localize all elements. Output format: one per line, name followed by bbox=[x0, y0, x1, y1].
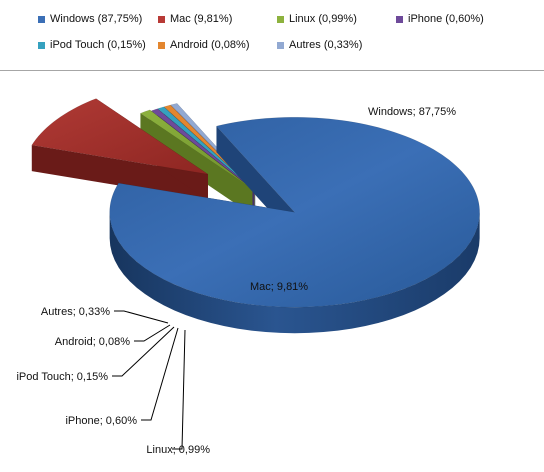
data-label-windows: Windows; 87,75% bbox=[368, 106, 456, 118]
legend-label: Autres (0,33%) bbox=[289, 39, 363, 51]
data-label-autres: Autres; 0,33% bbox=[41, 306, 110, 318]
legend-item-iphone: iPhone (0,60%) bbox=[396, 13, 484, 25]
pie-slice-top bbox=[139, 109, 253, 190]
legend-swatch-windows bbox=[38, 15, 45, 23]
legend-item-autres: Autres (0,33%) bbox=[277, 39, 362, 51]
chart-legend: Windows (87,75%) Mac (9,81%) Linux (0,99… bbox=[0, 0, 544, 70]
legend-swatch-android bbox=[158, 41, 165, 49]
legend-divider bbox=[0, 70, 544, 71]
leader-line-autres bbox=[114, 310, 169, 324]
legend-item-linux: Linux (0,99%) bbox=[277, 13, 357, 25]
data-label-mac: Mac; 9,81% bbox=[250, 281, 308, 293]
pie-slice-top bbox=[157, 106, 255, 190]
pie-slice-windows bbox=[109, 116, 480, 334]
leader-line-android bbox=[134, 324, 171, 342]
legend-swatch-iphone bbox=[396, 15, 403, 23]
leader-line-ipod-touch bbox=[112, 326, 175, 377]
data-label-android: Android; 0,08% bbox=[55, 336, 130, 348]
pie-slice-top bbox=[150, 108, 255, 190]
pie-slice-top bbox=[109, 116, 480, 308]
pie-slice-top bbox=[31, 98, 209, 175]
pie-slice-linux bbox=[139, 109, 253, 215]
legend-label: iPhone (0,60%) bbox=[408, 13, 484, 25]
legend-swatch-mac bbox=[158, 15, 165, 23]
pie-slice-wall bbox=[31, 145, 208, 201]
pie-slice-mac bbox=[31, 98, 209, 201]
legend-item-windows: Windows (87,75%) bbox=[38, 13, 142, 25]
data-label-iphone: iPhone; 0,60% bbox=[65, 415, 137, 427]
legend-swatch-linux bbox=[277, 15, 284, 23]
legend-item-ipod-touch: iPod Touch (0,15%) bbox=[38, 39, 146, 51]
leader-line-linux bbox=[172, 329, 186, 450]
legend-label: Windows (87,75%) bbox=[50, 13, 143, 25]
legend-label: Linux (0,99%) bbox=[289, 13, 357, 25]
legend-item-android: Android (0,08%) bbox=[158, 39, 250, 51]
data-label-ipod-touch: iPod Touch; 0,15% bbox=[16, 371, 108, 383]
leader-line-iphone bbox=[141, 327, 179, 421]
pie-slice-side bbox=[109, 212, 480, 334]
legend-label: Mac (9,81%) bbox=[170, 13, 233, 25]
legend-swatch-ipod-touch bbox=[38, 41, 45, 49]
legend-label: Android (0,08%) bbox=[170, 39, 250, 51]
data-label-linux: Linux; 0,99% bbox=[146, 444, 210, 456]
legend-item-mac: Mac (9,81%) bbox=[158, 13, 232, 25]
legend-swatch-autres bbox=[277, 41, 284, 49]
legend-label: iPod Touch (0,15%) bbox=[50, 39, 146, 51]
